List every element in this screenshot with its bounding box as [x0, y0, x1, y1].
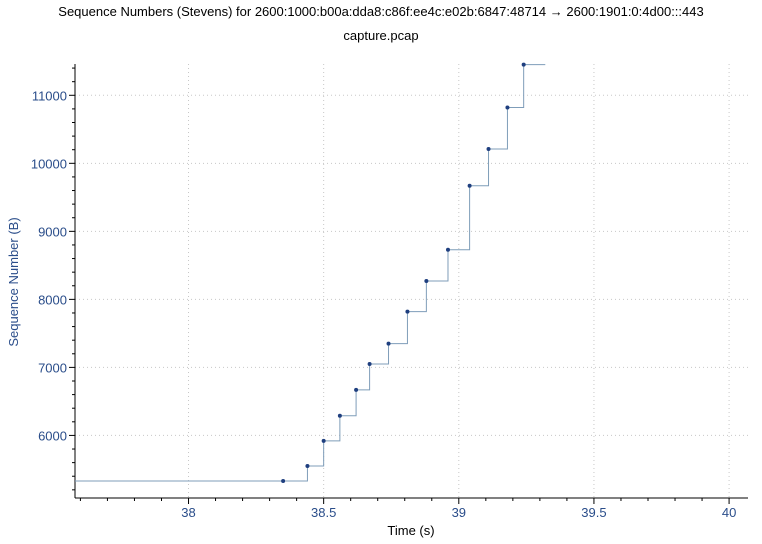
grid-lines [75, 64, 748, 498]
axis-labels: Time (s) Sequence Number (B) [6, 217, 435, 538]
data-point [281, 478, 286, 483]
chart-subtitle: capture.pcap [343, 28, 419, 43]
x-tick-label: 40 [722, 505, 736, 520]
x-tick-label: 38 [181, 505, 195, 520]
series-line [75, 64, 546, 482]
data-point [367, 361, 372, 366]
y-tick-label: 7000 [38, 360, 67, 375]
y-tick-label: 9000 [38, 224, 67, 239]
x-tick-label: 39.5 [581, 505, 606, 520]
data-point [305, 464, 310, 469]
data-point [405, 309, 410, 314]
x-tick-label: 38.5 [311, 505, 336, 520]
series-0 [75, 62, 546, 483]
y-tick-label: 6000 [38, 428, 67, 443]
y-tick-label: 8000 [38, 292, 67, 307]
data-point [386, 341, 391, 346]
data-point [424, 279, 429, 283]
x-axis-label: Time (s) [387, 523, 434, 538]
data-point [354, 387, 359, 392]
data-point [337, 413, 342, 418]
data-point [521, 62, 526, 67]
data-point [505, 105, 510, 110]
data-point [486, 147, 491, 152]
x-tick-label: 39 [452, 505, 466, 520]
y-tick-label: 10000 [31, 156, 67, 171]
data-point [445, 247, 450, 252]
y-tick-label: 11000 [32, 88, 67, 103]
chart-title: Sequence Numbers (Stevens) for 2600:1000… [58, 4, 704, 19]
data-point [321, 438, 326, 443]
y-axis-label: Sequence Number (B) [6, 217, 21, 346]
data-point [467, 183, 472, 188]
axes: 38 38.5 39 39.5 40 6000 7000 8000 9000 10000 11000 [31, 64, 748, 520]
